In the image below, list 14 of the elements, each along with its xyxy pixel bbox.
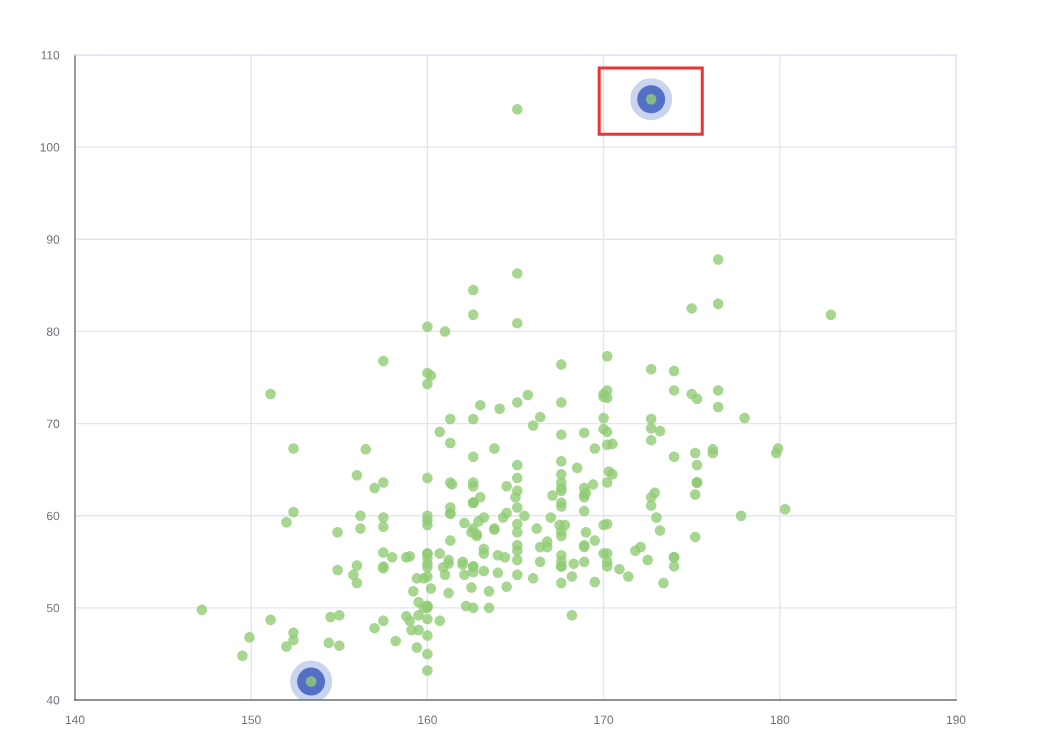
y-tick-label: 100 [40,143,60,152]
y-tick-label: 40 [46,695,60,705]
y-tick-label: 70 [46,419,60,429]
x-tick-label: 150 [242,715,261,725]
y-tick-label: 90 [46,235,60,244]
x-tick-label: 190 [946,715,966,725]
x-tick-label: 140 [65,715,85,725]
y-tick-label: 60 [46,511,60,521]
x-tick-label: 160 [418,715,437,725]
x-tick-label: 170 [594,715,614,725]
x-tick-label: 180 [770,715,790,725]
y-tick-label: 110 [41,50,60,60]
y-tick-label: 80 [46,327,60,336]
y-tick-label: 50 [46,603,60,613]
